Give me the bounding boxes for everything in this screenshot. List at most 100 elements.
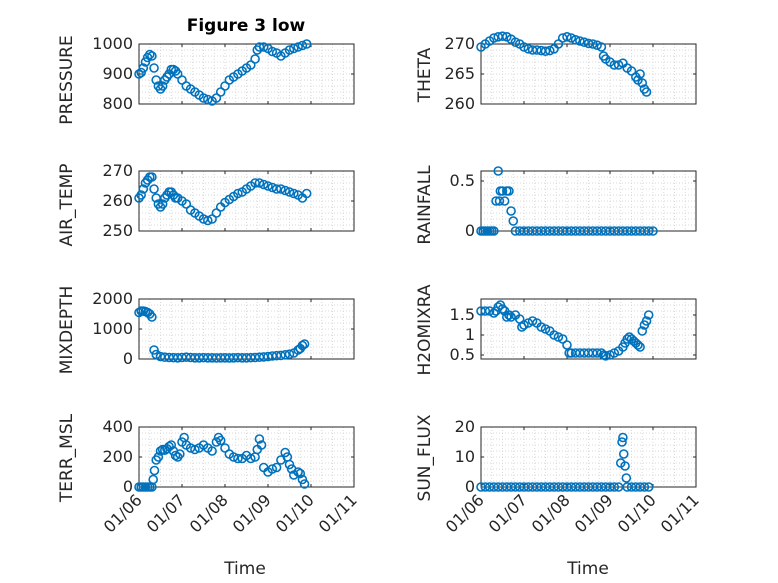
- ylabel-theta: THETA: [415, 47, 435, 103]
- data-point: [643, 226, 654, 236]
- y-tick-label: 0.5: [450, 345, 475, 364]
- data-point: [263, 181, 273, 191]
- data-point: [157, 199, 168, 209]
- data-point: [147, 51, 157, 61]
- y-tick-label: 265: [444, 64, 475, 83]
- data-point: [504, 186, 514, 196]
- data-point: [297, 340, 308, 351]
- data-point: [299, 339, 310, 349]
- data-point: [579, 37, 590, 48]
- data-point: [540, 46, 551, 57]
- data-point: [280, 447, 291, 458]
- data-point: [641, 316, 652, 326]
- data-point: [592, 40, 602, 51]
- data-point: [198, 93, 209, 103]
- data-point: [136, 190, 146, 200]
- x-tick-label: 01/11: [315, 490, 361, 536]
- data-point: [138, 63, 149, 73]
- data-point: [497, 31, 508, 42]
- data-point: [504, 310, 514, 320]
- data-point: [207, 446, 217, 456]
- data-point: [494, 196, 505, 206]
- ylabel-sun-flux: SUN_FLUX: [415, 414, 435, 501]
- data-point: [203, 94, 213, 105]
- data-point: [497, 304, 508, 314]
- data-point: [157, 81, 168, 91]
- y-tick-label: 10: [455, 447, 475, 466]
- data-point: [617, 437, 627, 447]
- data-point: [215, 435, 226, 446]
- data-point: [499, 196, 510, 206]
- y-tick-label: 270: [444, 34, 475, 53]
- data-point: [592, 348, 602, 358]
- data-point: [635, 69, 645, 79]
- data-point: [211, 437, 222, 447]
- data-point: [501, 312, 512, 322]
- data-point: [637, 326, 648, 336]
- x-tick-label: 01/08: [528, 490, 574, 536]
- y-tick-label: 270: [102, 161, 133, 180]
- y-tick-label: 260: [444, 94, 475, 113]
- y-tick-label: 0.5: [450, 171, 475, 190]
- data-point: [635, 342, 645, 352]
- y-tick-label: 1.5: [450, 305, 475, 324]
- data-point: [596, 42, 607, 52]
- x-tick-label: 01/07: [485, 490, 531, 536]
- data-point: [622, 334, 633, 344]
- y-tick-label: 20: [455, 417, 475, 436]
- data-point: [254, 178, 265, 188]
- data-point: [297, 474, 308, 485]
- data-point: [293, 42, 303, 52]
- data-point: [144, 49, 155, 60]
- x-tick-label: 01/06: [442, 490, 488, 536]
- data-point: [254, 42, 265, 52]
- x-tick-label: 01/06: [100, 490, 146, 536]
- data-point: [271, 462, 282, 473]
- data-point: [284, 45, 295, 55]
- data-point: [570, 34, 581, 45]
- data-point: [258, 179, 269, 190]
- panel-mixdepth: MIXDEPTH 0 1000 2000: [57, 286, 355, 374]
- chart-title: Figure 3 low: [187, 16, 306, 36]
- x-tick-label: 01/09: [229, 490, 275, 536]
- data-point: [497, 186, 508, 196]
- data-point: [140, 57, 151, 67]
- data-point: [301, 188, 312, 199]
- data-point: [136, 67, 146, 78]
- data-point: [613, 60, 624, 70]
- x-tick-label: 01/08: [186, 490, 232, 536]
- data-point: [508, 216, 519, 226]
- x-tick-label: 01/07: [143, 490, 189, 536]
- data-point: [267, 464, 278, 474]
- data-point: [562, 31, 572, 42]
- data-point: [267, 182, 278, 193]
- y-tick-label: 0: [123, 477, 133, 496]
- data-point: [489, 33, 499, 43]
- data-point: [149, 63, 159, 73]
- ylabel-terr-msl: TERR_MSL: [57, 413, 77, 503]
- data-point: [203, 215, 213, 226]
- data-point: [587, 39, 598, 49]
- data-point: [246, 453, 256, 464]
- data-point: [519, 42, 529, 52]
- data-point: [641, 87, 652, 97]
- data-point: [276, 184, 286, 194]
- panel-theta: THETA 260 265 270: [415, 31, 697, 113]
- data-point: [256, 440, 267, 450]
- panel-rainfall: RAINFALL 0 0.5: [415, 165, 697, 245]
- data-point: [138, 184, 149, 194]
- data-point: [583, 38, 594, 49]
- data-point: [284, 459, 295, 470]
- data-point: [284, 187, 295, 197]
- data-point: [288, 43, 299, 54]
- data-point: [621, 473, 632, 483]
- panel-h2omixra: H2OMIXRA 0.511.5: [415, 284, 697, 376]
- data-point: [301, 39, 312, 49]
- panel-pressure: Figure 3 low PRESSURE 800 900 1000: [57, 16, 355, 125]
- data-point: [609, 482, 620, 492]
- data-point: [233, 453, 243, 464]
- axes-frame: [480, 298, 697, 360]
- panel-sun-flux: SUN_FLUX Time 0102001/0601/0701/0801/090…: [415, 414, 703, 579]
- data-point: [250, 178, 260, 188]
- data-point: [233, 188, 243, 199]
